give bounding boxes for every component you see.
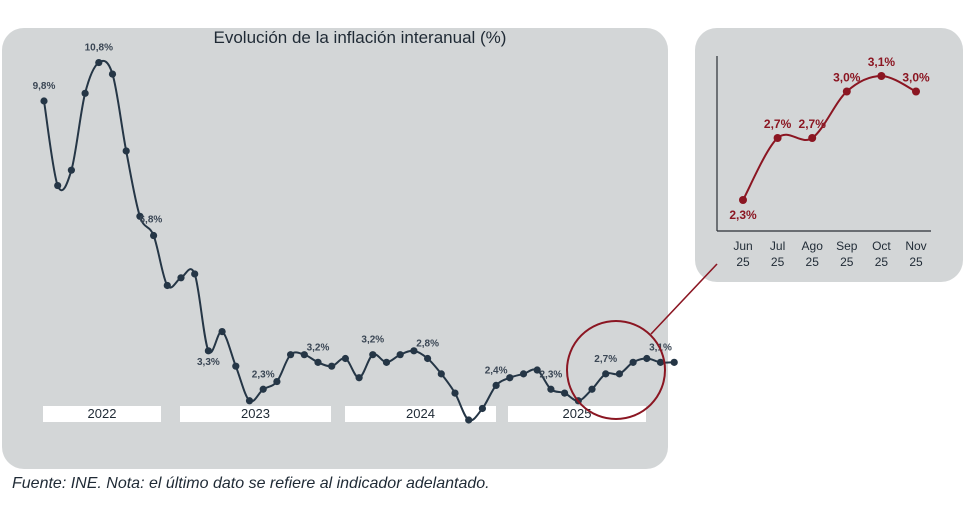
main-point-2023-08 [300,351,308,359]
zoom-tick-month: Jun [733,239,752,253]
highlight-circle [566,320,666,420]
main-point-2023-07 [287,351,295,359]
zoom-tick-month: Ago [802,239,824,253]
zoom-tick-month: Nov [905,239,926,253]
main-point-2024-02 [382,358,391,366]
main-point-2023-03 [232,362,240,370]
main-point-2025-03 [561,389,569,397]
main-point-2024-01 [369,351,377,359]
main-point-2025-11 [670,358,678,366]
zoom-tick-year: 25 [875,255,889,269]
main-point-2025-02 [547,385,555,393]
main-point-2025-09 [643,354,651,363]
main-point-2022-08 [136,212,144,220]
zoom-point-5 [912,87,920,96]
main-point-2022-01 [40,97,48,105]
zoom-point-3 [842,87,851,96]
main-point-2022-06 [108,70,117,78]
zoom-tick-year: 25 [840,255,854,269]
zoom-tick-month: Oct [872,239,891,253]
main-data-label: 3,2% [307,342,330,353]
main-point-2023-11 [341,354,349,363]
main-point-2024-04 [410,347,418,355]
main-data-label: 2,3% [252,369,275,380]
main-point-2025-06 [602,370,610,378]
main-chart-panel [2,28,668,469]
main-point-2024-03 [396,351,404,359]
main-point-2022-11 [177,274,185,282]
year-label-2024: 2024 [345,406,496,422]
main-point-2024-09 [478,404,486,413]
main-point-2023-06 [273,377,281,386]
main-data-label: 2,7% [594,354,617,365]
source-note: Fuente: INE. Nota: el último dato se ref… [12,475,490,492]
main-point-2025-08 [629,358,637,366]
main-point-2024-11 [506,374,514,382]
main-point-2023-09 [314,358,322,366]
main-point-2022-07 [122,147,130,155]
main-point-2023-04 [245,397,254,405]
main-point-2024-07 [451,389,459,397]
main-point-2023-10 [328,362,336,370]
chart-title: Evolución de la inflación interanual (%) [213,28,507,47]
main-point-2023-02 [218,328,226,336]
main-data-label: 3,3% [197,357,220,368]
zoom-point-1 [773,134,782,142]
zoom-data-label: 3,1% [868,55,896,69]
main-point-2024-06 [437,370,445,378]
main-point-2023-12 [355,374,363,382]
main-point-2022-05 [95,58,103,67]
main-point-2022-03 [67,166,75,174]
zoom-point-0 [739,196,747,204]
main-data-label: 9,8% [33,81,56,92]
zoom-tick-year: 25 [806,255,820,269]
main-point-2024-05 [424,354,432,363]
main-point-2022-12 [191,270,199,278]
zoom-tick-year: 25 [909,255,923,269]
zoom-tick-month: Jul [770,239,785,253]
main-point-2025-05 [588,385,596,393]
main-point-2023-01 [204,347,212,355]
zoom-series-line [742,74,917,201]
zoom-data-label: 2,3% [729,208,757,222]
main-point-2022-10 [163,281,171,290]
zoom-tick-year: 25 [771,255,785,269]
year-label-2022: 2022 [43,406,161,422]
main-series-line [43,59,675,422]
main-data-label: 2,8% [416,339,439,350]
main-data-label: 2,3% [540,369,563,380]
main-point-2025-01 [533,366,541,374]
main-point-2022-02 [54,181,62,190]
main-point-2024-12 [519,370,528,378]
main-point-2022-04 [81,89,89,97]
main-point-2024-10 [492,381,500,390]
main-point-2024-08 [465,416,473,424]
main-data-label: 2,4% [485,365,508,376]
zoom-connector-line [650,263,718,335]
zoom-point-4 [877,72,886,80]
main-point-2025-07 [615,370,624,378]
main-data-label: 10,8% [85,43,113,54]
zoom-chart-panel [695,28,963,282]
zoom-data-label: 2,7% [764,117,792,131]
zoom-data-label: 2,7% [799,117,827,131]
zoom-data-label: 3,0% [833,71,861,85]
main-data-label: 6,8% [140,214,163,225]
zoom-point-2 [808,134,817,142]
main-point-2025-10 [656,358,665,366]
year-label-2023: 2023 [180,406,331,422]
main-data-label: 3,2% [361,335,384,346]
main-point-2023-05 [259,385,267,393]
main-point-2022-09 [150,231,158,240]
zoom-data-label: 3,0% [902,71,930,85]
zoom-tick-year: 25 [736,255,750,269]
zoom-tick-month: Sep [836,239,858,253]
